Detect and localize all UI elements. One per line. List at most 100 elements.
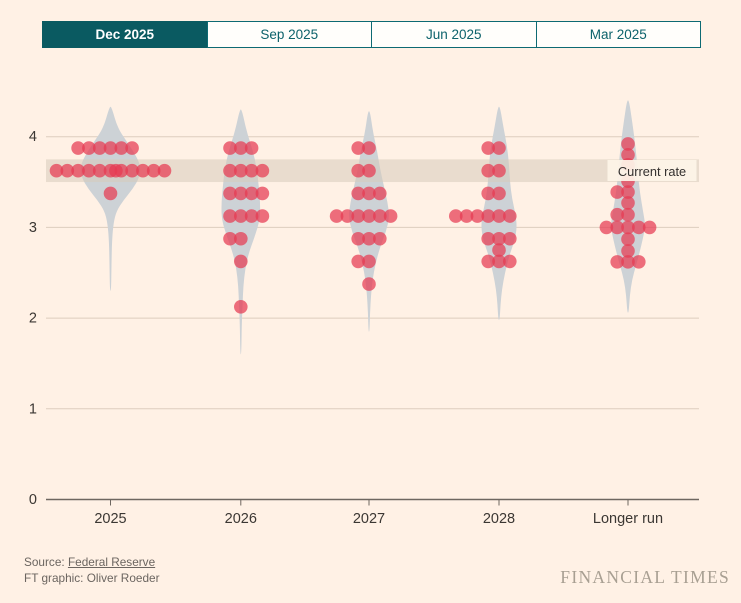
dot-2026-3.625	[244, 163, 259, 178]
dot-2027-3.125	[351, 209, 366, 223]
dot-2027-2.625	[351, 254, 366, 269]
dot-2028-2.625	[492, 254, 506, 269]
source-prefix: Source:	[24, 555, 68, 569]
y-axis-label-2: 2	[29, 311, 37, 327]
dot-2025-3.625	[136, 163, 150, 178]
dot-2027-3.625	[351, 163, 366, 178]
dot-2027-2.875	[362, 231, 376, 246]
dot-2025-3.875	[71, 141, 85, 155]
dot-2025-3.875	[82, 141, 96, 155]
dot-2028-2.875	[503, 231, 517, 246]
dot-2027-2.875	[373, 231, 387, 246]
x-axis-label-2025: 2025	[94, 511, 126, 527]
dot-2028-3.125	[470, 209, 485, 223]
current-rate-label: Current rate	[618, 164, 686, 179]
dot-2028-3.125	[459, 209, 474, 223]
dot-longer-run-3	[642, 220, 657, 235]
dot-longer-run-3.39	[610, 185, 624, 199]
tab-sep-2025[interactable]: Sep 2025	[206, 21, 372, 48]
dot-2028-2.75	[492, 243, 506, 257]
source-link[interactable]: Federal Reserve	[67, 555, 156, 569]
dot-2027-3.875	[362, 141, 376, 155]
dot-2027-2.875	[351, 231, 366, 246]
dot-2025-3.625	[157, 163, 172, 178]
dot-2028-3.125	[503, 209, 517, 223]
dot-2026-3.375	[223, 186, 237, 201]
dot-2027-3.125	[362, 209, 376, 223]
current-rate-label-bg	[607, 160, 697, 181]
ft-wordmark: FINANCIAL TIMES	[560, 567, 730, 587]
dot-longer-run-3	[632, 220, 646, 235]
y-axis-label-1: 1	[29, 401, 37, 417]
dot-2025-3.875	[125, 141, 139, 155]
dot-2026-3.125	[244, 209, 259, 223]
dot-2028-3.125	[492, 209, 506, 223]
x-axis-label-longer-run: Longer run	[593, 511, 663, 527]
dot-2025-3.875	[103, 141, 118, 155]
x-axis-label-2028: 2028	[483, 511, 515, 527]
dot-2027-3.375	[373, 186, 387, 201]
dot-2027-2.625	[362, 254, 376, 269]
y-axis-label-0: 0	[29, 492, 37, 508]
dot-longer-run-2.62	[621, 255, 635, 269]
dot-2025-3.375	[103, 186, 118, 201]
dot-2027-3.125	[340, 209, 355, 223]
dot-2026-3.375	[234, 186, 248, 201]
dot-2025-3.625	[92, 163, 107, 178]
dot-2025-3.625	[82, 163, 96, 178]
dot-2026-3.625	[255, 163, 270, 178]
tab-dec-2025[interactable]: Dec 2025	[42, 21, 208, 48]
dot-2026-3.875	[223, 141, 237, 155]
dot-2027-3.125	[373, 209, 387, 223]
dot-2028-3.875	[481, 141, 496, 155]
dot-2028-3.625	[492, 163, 506, 178]
dot-longer-run-2.87	[621, 232, 635, 246]
dot-2026-3.625	[223, 163, 237, 178]
dot-2027-2.375	[362, 277, 376, 291]
dot-2025-3.625	[125, 163, 139, 178]
dot-2028-2.875	[492, 231, 506, 246]
dot-longer-run-2.74	[621, 244, 635, 258]
dot-2028-3.125	[449, 209, 463, 223]
dot-2027-3.625	[362, 163, 376, 178]
dot-2028-2.625	[503, 254, 517, 269]
dot-longer-run-3.8	[621, 148, 635, 162]
dot-2026-2.875	[234, 231, 248, 246]
dot-2025-3.625	[146, 163, 161, 178]
dot-2026-3.875	[244, 141, 259, 155]
dot-2028-3.625	[481, 163, 496, 178]
tab-mar-2025[interactable]: Mar 2025	[535, 21, 701, 48]
dot-2025-3.875	[92, 141, 107, 155]
dot-2025-3.625	[49, 163, 64, 178]
dot-2026-3.125	[255, 209, 270, 223]
time-period-tabs: Dec 2025 Sep 2025 Jun 2025 Mar 2025	[42, 21, 701, 48]
dot-2025-3.625	[71, 163, 85, 178]
dot-2027-3.125	[329, 209, 344, 223]
dot-2028-3.125	[481, 209, 496, 223]
dot-longer-run-3	[621, 220, 635, 235]
dot-2028-3.875	[492, 141, 506, 155]
dot-longer-run-3.14	[621, 207, 635, 222]
dot-2027-3.375	[362, 186, 376, 201]
dot-2028-3.375	[492, 186, 506, 201]
y-axis-label-4: 4	[29, 129, 37, 145]
dot-longer-run-2.62	[632, 255, 646, 269]
dot-longer-run-2.62	[610, 255, 624, 269]
dot-longer-run-3	[610, 220, 624, 235]
y-axis-label-3: 3	[29, 220, 37, 236]
source-note: Source: Federal Reserve FT graphic: Oliv…	[24, 555, 160, 586]
dot-2027-3.125	[383, 209, 398, 223]
dot-2026-3.125	[234, 209, 248, 223]
tab-jun-2025[interactable]: Jun 2025	[371, 21, 537, 48]
dot-2025-3.625	[60, 163, 75, 178]
dot-2027-3.375	[351, 186, 366, 201]
source-line: Source: Federal Reserve	[24, 555, 160, 571]
dot-2026-3.125	[223, 209, 237, 223]
dot-2026-3.875	[234, 141, 248, 155]
dot-2028-2.875	[481, 231, 496, 246]
dot-longer-run-3.27	[621, 196, 635, 210]
dot-2026-3.375	[244, 186, 259, 201]
dot-2026-2.125	[234, 299, 248, 314]
